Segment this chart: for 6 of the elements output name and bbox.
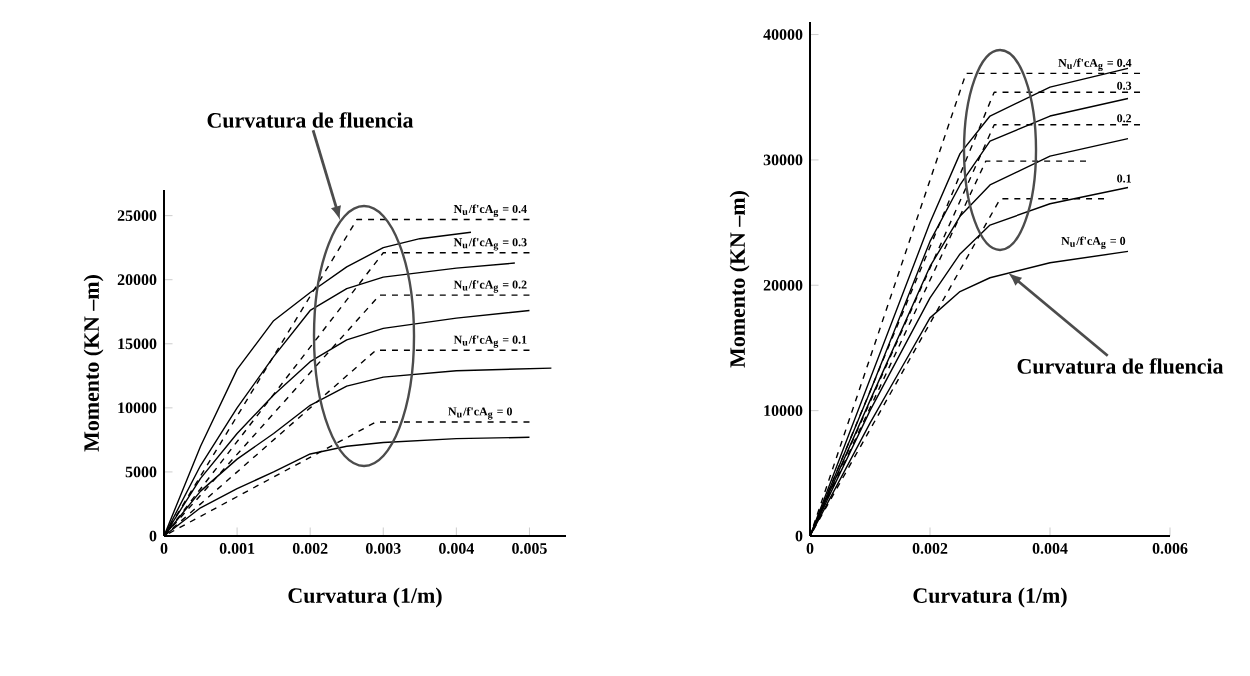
text: Curvatura de fluencia: [207, 112, 414, 128]
annotation: Curvatura de fluencia: [1017, 358, 1224, 374]
y-axis-title: Momento (KN –m): [83, 275, 104, 452]
x-axis-title: Curvatura (1/m): [913, 587, 1067, 608]
y-axis-title: Momento (KN –m): [729, 191, 750, 368]
x-axis-title: Curvatura (1/m): [288, 587, 442, 608]
